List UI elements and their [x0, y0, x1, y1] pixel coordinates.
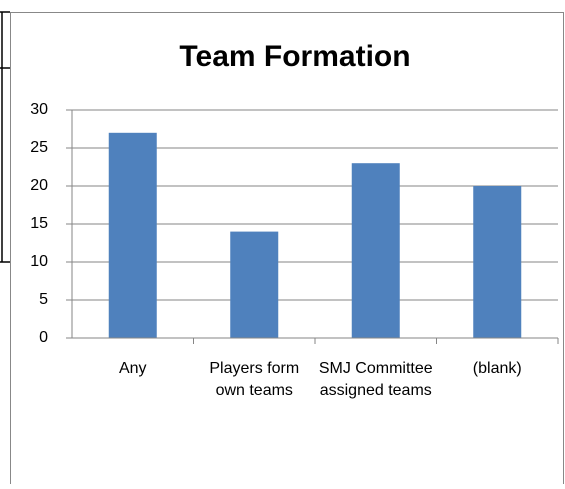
bar — [351, 163, 400, 338]
x-tick-label: Players form own teams — [209, 360, 300, 399]
bar — [473, 186, 522, 338]
y-tick-label: 0 — [39, 329, 48, 346]
y-tick-label: 30 — [30, 101, 48, 118]
x-tick-label: Any — [118, 360, 147, 377]
bar — [230, 231, 279, 338]
y-tick-label: 20 — [30, 177, 48, 194]
x-tick-label-box: Any — [118, 360, 147, 377]
y-tick-label: 5 — [39, 291, 48, 308]
bar — [108, 132, 157, 338]
x-tick-label-box: (blank) — [472, 360, 522, 377]
chart-title: Team Formation — [179, 40, 410, 73]
y-tick-label: 10 — [30, 253, 48, 270]
chart-border — [10, 12, 564, 489]
x-tick-label-box: SMJ Committee assigned teams — [318, 360, 433, 399]
y-tick-label: 25 — [30, 139, 48, 156]
x-tick-label-box: Players form own teams — [209, 360, 300, 399]
x-tick-label: SMJ Committee assigned teams — [318, 360, 433, 399]
x-tick-label: (blank) — [472, 360, 522, 377]
y-tick-label: 15 — [30, 215, 48, 232]
